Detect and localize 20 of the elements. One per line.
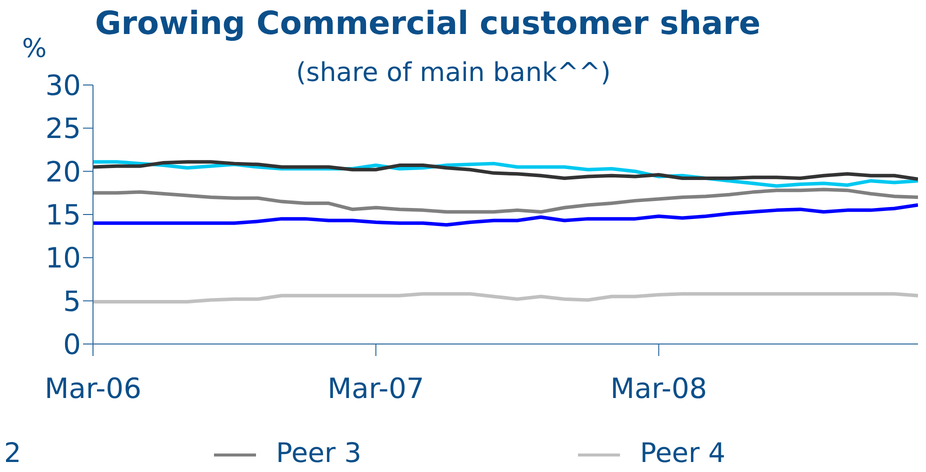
chart-subtitle: (share of main bank^^) <box>296 58 611 88</box>
y-axis-title: % <box>22 34 47 64</box>
text: 2 <box>4 438 22 469</box>
x-tick-label: Mar-06 <box>44 372 142 405</box>
y-tick-label: 25 <box>45 112 81 146</box>
y-tick-label: 5 <box>63 284 81 318</box>
y-tick-label: 0 <box>63 328 81 361</box>
chart-title: Growing Commercial customer share <box>95 4 761 42</box>
legend-label: Peer 3 <box>276 438 362 469</box>
line-series <box>93 203 918 227</box>
x-tick-label: Mar-08 <box>610 372 708 405</box>
y-tick-label: 10 <box>45 242 81 275</box>
line-series <box>93 292 918 304</box>
line-series <box>93 160 918 181</box>
legend-label: Peer 4 <box>640 438 726 469</box>
y-tick-label: 30 <box>45 68 81 102</box>
line-series <box>93 188 918 214</box>
y-tick-label: 15 <box>45 198 81 232</box>
y-tick-label: 20 <box>45 155 81 188</box>
x-tick-label: Mar-07 <box>327 372 424 405</box>
